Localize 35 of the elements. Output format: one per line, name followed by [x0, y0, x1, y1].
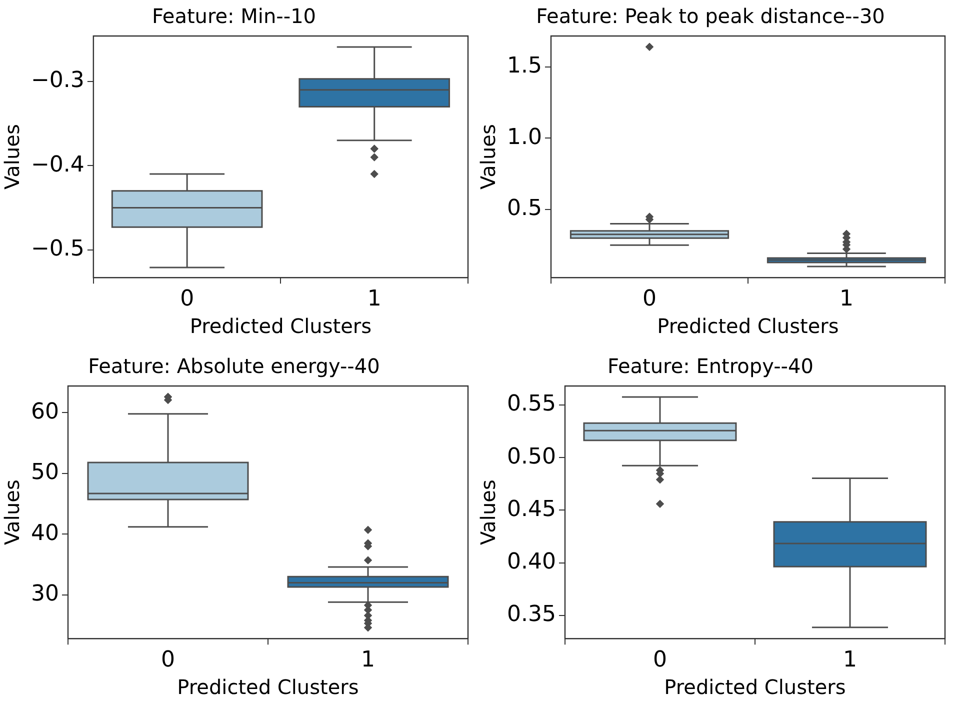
chart-title: Feature: Absolute energy--40 — [88, 354, 380, 378]
y-tick-label: 30 — [30, 582, 59, 607]
y-tick-label: 0.35 — [507, 602, 556, 628]
y-axis-title: Values — [0, 124, 24, 190]
y-tick-label: −0.4 — [31, 152, 84, 178]
y-tick-label: −0.5 — [31, 236, 84, 262]
x-tick-label: 1 — [842, 648, 857, 673]
x-tick-label: 0 — [652, 648, 667, 673]
y-tick-label: 0.45 — [507, 496, 556, 522]
x-tick-label: 0 — [642, 286, 656, 312]
chart-title: Feature: Min--10 — [152, 4, 316, 28]
y-tick-label: −0.3 — [31, 68, 84, 94]
y-tick-label: 0.40 — [507, 550, 556, 575]
x-axis-title: Predicted Clusters — [190, 314, 372, 338]
y-axis-title: Values — [476, 480, 500, 545]
y-tick-label: 0.50 — [507, 444, 556, 470]
x-axis-title: Predicted Clusters — [177, 675, 359, 700]
y-tick-label: 60 — [30, 399, 59, 424]
x-tick-label: 1 — [361, 648, 375, 673]
y-tick-label: 1.0 — [506, 124, 542, 150]
y-axis-title: Values — [0, 480, 24, 545]
x-tick-label: 1 — [367, 286, 382, 312]
chart-title: Feature: Entropy--40 — [608, 354, 814, 378]
y-tick-label: 1.5 — [506, 54, 542, 79]
y-tick-label: 40 — [30, 520, 59, 546]
x-axis-title: Predicted Clusters — [664, 675, 846, 700]
x-tick-label: 0 — [160, 648, 175, 673]
chart-title: Feature: Peak to peak distance--30 — [536, 4, 885, 28]
y-axis-title: Values — [476, 124, 500, 190]
y-tick-label: 0.55 — [507, 392, 556, 417]
y-tick-label: 0.5 — [506, 196, 542, 221]
x-axis-title: Predicted Clusters — [657, 314, 839, 338]
x-tick-label: 1 — [839, 286, 854, 312]
y-tick-label: 50 — [30, 460, 59, 486]
x-tick-label: 0 — [180, 286, 194, 312]
